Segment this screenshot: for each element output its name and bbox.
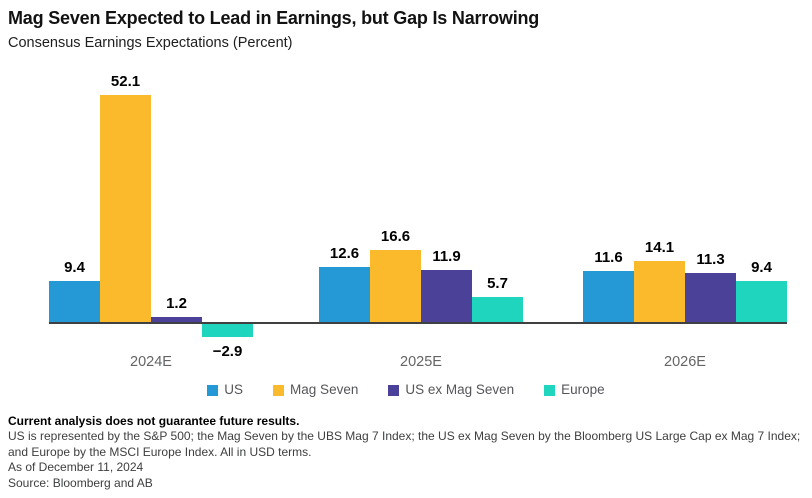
bar-europe-2025e (472, 297, 523, 322)
bar-value-label-us-2024e: 9.4 (64, 259, 85, 276)
bar-value-label-mag-seven-2024e: 52.1 (110, 73, 141, 90)
footer-description: US is represented by the S&P 500; the Ma… (8, 429, 801, 459)
bar-europe-2024e (202, 324, 253, 337)
x-axis-label-2026e: 2026E (664, 354, 706, 370)
bar-us-2025e (319, 267, 370, 322)
bar-mag-seven-2025e (370, 250, 421, 322)
x-axis-line (49, 322, 787, 324)
bar-us-ex-mag-seven-2026e (685, 273, 736, 322)
bar-value-label-us-2025e: 12.6 (329, 245, 360, 262)
footer-as-of: As of December 11, 2024 (8, 460, 144, 474)
bar-value-label-us-ex-mag-seven-2025e: 11.9 (432, 248, 461, 265)
legend-item-us: US (207, 383, 243, 397)
bar-value-label-mag-seven-2026e: 14.1 (644, 239, 675, 256)
legend-swatch-icon (388, 384, 400, 396)
legend: US Mag Seven US ex Mag Seven Europe (8, 382, 804, 398)
bar-value-label-us-ex-mag-seven-2026e: 11.3 (696, 251, 725, 268)
legend-item-us-ex-mag-seven: US ex Mag Seven (388, 383, 514, 397)
bar-us-ex-mag-seven-2025e (421, 270, 472, 322)
bar-value-label-europe-2024e: −2.9 (212, 343, 243, 360)
legend-item-mag-seven: Mag Seven (273, 383, 358, 397)
footer: Current analysis does not guarantee futu… (8, 414, 804, 491)
bar-us-ex-mag-seven-2024e (151, 317, 202, 322)
bar-mag-seven-2026e (634, 261, 685, 322)
bar-value-label-us-ex-mag-seven-2024e: 1.2 (166, 295, 187, 312)
bar-europe-2026e (736, 281, 787, 322)
x-axis-label-2025e: 2025E (400, 354, 442, 370)
bar-value-label-mag-seven-2025e: 16.6 (380, 228, 411, 245)
x-axis-label-2024e: 2024E (130, 354, 172, 370)
legend-swatch-icon (273, 384, 285, 396)
bar-value-label-europe-2026e: 9.4 (751, 259, 772, 276)
legend-label: US ex Mag Seven (405, 382, 515, 397)
legend-item-europe: Europe (544, 383, 605, 397)
bar-value-label-europe-2025e: 5.7 (487, 275, 508, 292)
footer-source: Source: Bloomberg and AB (8, 475, 153, 490)
legend-label: Mag Seven (290, 382, 359, 397)
legend-label: Europe (561, 382, 605, 397)
legend-swatch-icon (544, 384, 556, 396)
footer-disclaimer: Current analysis does not guarantee futu… (8, 414, 300, 428)
legend-swatch-icon (207, 384, 219, 396)
chart-subtitle: Consensus Earnings Expectations (Percent… (8, 35, 293, 51)
bar-mag-seven-2024e (100, 95, 151, 322)
bar-us-2026e (583, 271, 634, 322)
legend-label: US (224, 382, 244, 397)
bar-us-2024e (49, 281, 100, 322)
bar-chart-plot: 9.4 52.1 1.2 −2.9 2024E 12.6 16.6 11.9 5.7 2025E 1… (8, 60, 804, 372)
chart-title: Mag Seven Expected to Lead in Earnings, … (8, 8, 540, 28)
bar-value-label-us-2026e: 11.6 (594, 249, 623, 266)
